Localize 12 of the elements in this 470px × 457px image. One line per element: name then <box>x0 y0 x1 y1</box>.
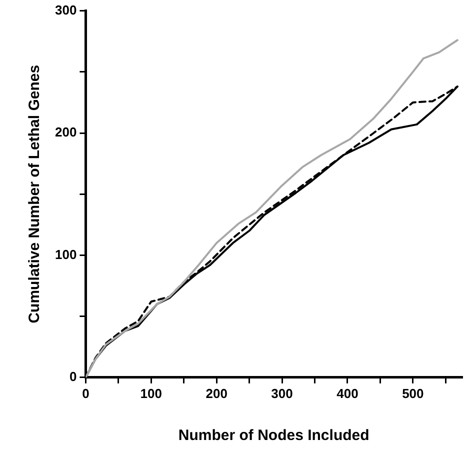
y-axis-title: Cumulative Number of Lethal Genes <box>26 64 44 324</box>
y-tick-label: 0 <box>69 368 77 384</box>
x-tick-label: 100 <box>140 386 162 401</box>
y-tick-label: 200 <box>54 124 77 140</box>
x-tick-label: 300 <box>271 386 293 401</box>
x-tick-label: 400 <box>336 386 358 401</box>
y-tick-label: 300 <box>54 2 77 18</box>
x-tick-label: 500 <box>402 386 424 401</box>
x-axis-title: Number of Nodes Included <box>178 427 370 444</box>
x-tick-label: 200 <box>206 386 228 401</box>
x-tick-label: 0 <box>82 386 90 401</box>
y-tick-label: 100 <box>54 246 77 262</box>
